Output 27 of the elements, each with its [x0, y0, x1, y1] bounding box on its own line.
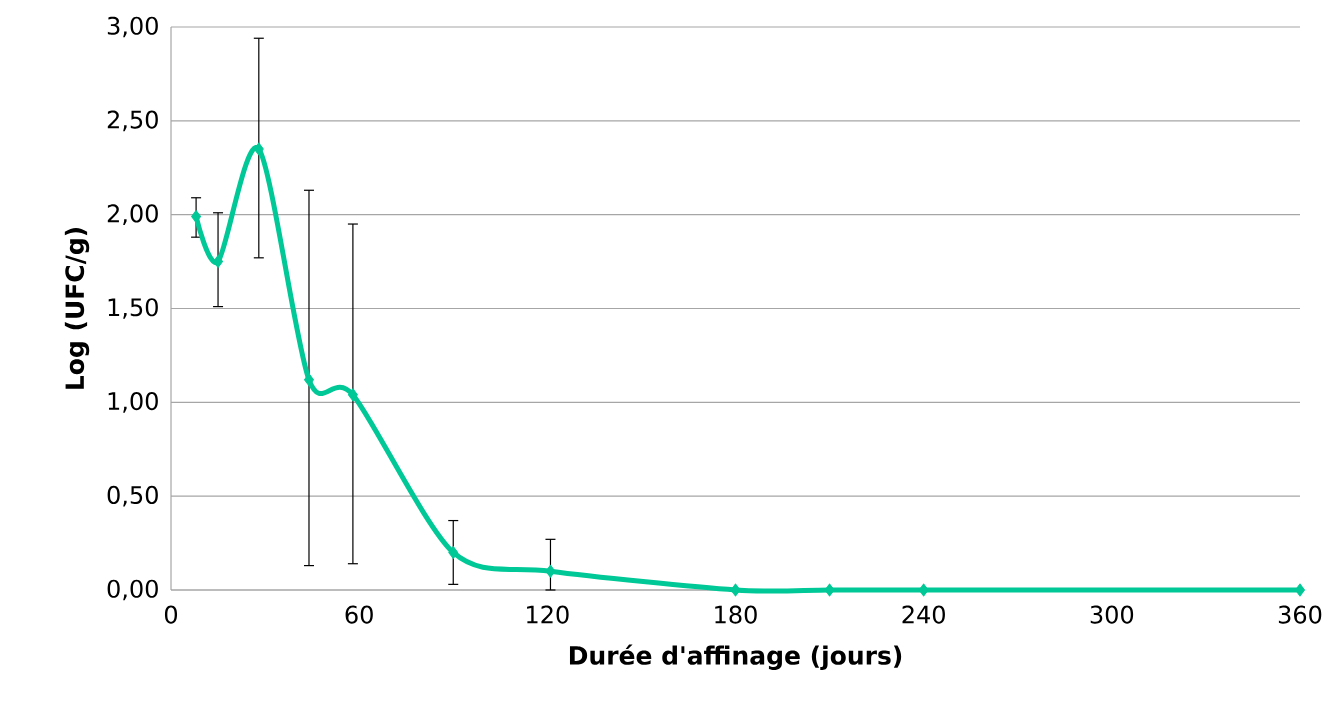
point: [824, 583, 835, 597]
point: [191, 210, 202, 224]
x-tick-label: 120: [527, 605, 569, 624]
y-tick-label: 1,00: [108, 392, 158, 413]
y-tick-label: 3,00: [107, 16, 158, 38]
x-tick-label: 60: [345, 605, 373, 624]
point: [303, 373, 314, 387]
x-tick-label: 360: [1278, 605, 1322, 624]
point: [545, 564, 556, 578]
y-axis-title: Log (UFC/g): [64, 227, 90, 389]
x-tick-label: 300: [1090, 605, 1134, 624]
y-tick-label: 0,00: [107, 579, 158, 601]
point: [1294, 583, 1305, 597]
point: [347, 388, 358, 402]
point: [918, 583, 929, 597]
point: [213, 255, 224, 269]
y-tick-label: 0,50: [107, 485, 158, 507]
x-tick-label: 180: [715, 605, 757, 624]
x-tick-label: 240: [902, 605, 945, 624]
y-tick-label: 1,50: [108, 298, 158, 319]
point: [253, 142, 264, 156]
point: [448, 545, 459, 559]
point: [730, 583, 741, 597]
x-tick-label: 0: [164, 605, 178, 624]
x-axis-title: Durée d'affinage (jours): [569, 644, 902, 670]
y-tick-label: 2,00: [107, 204, 158, 225]
y-tick-label: 2,50: [107, 110, 158, 132]
